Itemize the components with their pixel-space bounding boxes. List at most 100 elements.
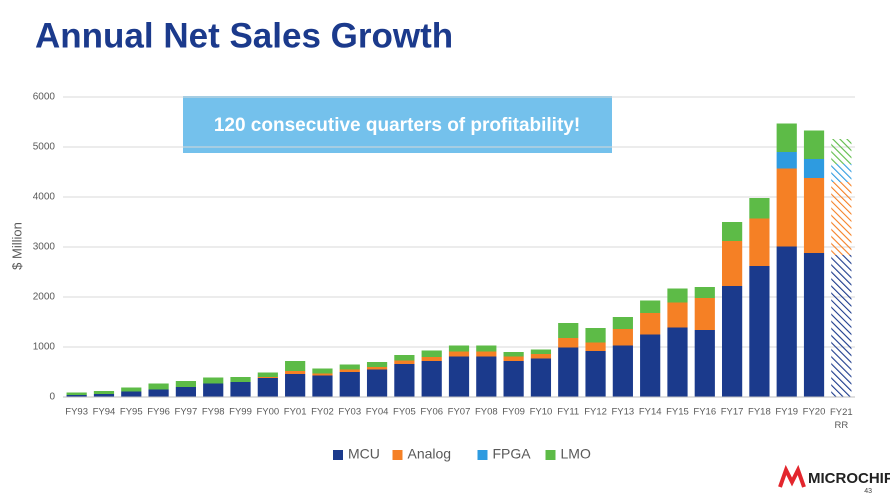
bar-segment: [776, 123, 797, 152]
annotation-box: [183, 96, 612, 153]
x-tick-label: FY21 RR: [830, 407, 853, 431]
x-tick-label: FY03: [338, 407, 361, 418]
y-tick-label: 1000: [33, 342, 56, 353]
bar-segment: [175, 381, 197, 387]
bar-segment: [421, 361, 442, 397]
bar-segment: [530, 354, 552, 359]
bar-segment: [803, 178, 825, 253]
bar-segment: [366, 367, 388, 370]
bar-segment: [121, 387, 142, 392]
x-tick-label: FY15: [666, 407, 689, 418]
bar-segment: [448, 351, 470, 357]
bar-segment: [394, 360, 415, 364]
bar-segment: [394, 364, 415, 397]
bar-segment: [803, 253, 825, 397]
x-tick-label: FY02: [311, 407, 334, 418]
bar-segment: [121, 391, 142, 397]
bar-segment: [93, 394, 115, 397]
bar-segment: [66, 395, 87, 397]
bar-segment: [776, 168, 797, 247]
bar-segment: [476, 345, 497, 352]
legend-swatch: [477, 450, 488, 460]
x-tick-label: FY93: [65, 407, 88, 418]
bar-segment: [585, 342, 606, 351]
bar-segment: [530, 349, 552, 354]
x-tick-label: FY08: [475, 407, 498, 418]
bar-segment: [640, 300, 661, 313]
bar-segment: [721, 222, 743, 241]
bar-segment: [285, 371, 306, 374]
x-tick-label: FY09: [502, 407, 525, 418]
x-tick-label: FY04: [366, 407, 389, 418]
y-tick-label: 6000: [33, 92, 56, 103]
bar-segment: [667, 302, 688, 328]
y-tick-label: 3000: [33, 242, 56, 253]
bar-segment: [230, 382, 251, 397]
bar-segment: [831, 139, 852, 164]
bar-segment: [558, 338, 579, 348]
x-tick-label: FY19: [775, 407, 798, 418]
x-tick-label: FY20: [803, 407, 826, 418]
bar-segment: [558, 323, 579, 338]
bar-segment: [694, 287, 715, 298]
bar-segment: [694, 298, 715, 330]
x-tick-label: FY11: [557, 407, 579, 418]
bar-segment: [285, 374, 306, 397]
legend-swatch: [333, 450, 343, 460]
legend-swatch: [545, 450, 556, 460]
bar-segment: [721, 286, 743, 397]
bar-segment: [749, 218, 770, 266]
legend-label: LMO: [561, 446, 591, 462]
bar-segment: [831, 164, 852, 182]
bar-segment: [803, 130, 825, 159]
bar-segment: [803, 159, 825, 178]
bar-segment: [476, 356, 497, 397]
bar-segment: [694, 330, 715, 397]
bar-segment: [749, 266, 770, 397]
bar-segment: [448, 345, 470, 352]
y-tick-label: 0: [49, 392, 55, 403]
legend-swatch: [392, 450, 403, 460]
bar-segment: [230, 377, 251, 382]
bar-segment: [530, 358, 552, 397]
bar-segment: [612, 317, 633, 329]
bar-segment: [776, 246, 797, 397]
bar-segment: [448, 356, 470, 397]
bar-segment: [503, 356, 524, 361]
bar-segment: [148, 383, 169, 390]
logo: MICROCHIP: [808, 470, 890, 487]
x-tick-label: FY10: [530, 407, 553, 418]
legend-label: FPGA: [493, 446, 532, 462]
bar-segment: [776, 152, 797, 169]
bar-segment: [312, 375, 333, 397]
bar-segment: [421, 350, 442, 357]
bar-segment: [203, 383, 224, 397]
x-tick-label: FY98: [202, 407, 225, 418]
bar-segment: [285, 361, 306, 371]
bar-segment: [640, 313, 661, 335]
bar-segment: [148, 389, 169, 397]
bar-segment: [394, 355, 415, 361]
x-tick-label: FY06: [420, 407, 443, 418]
legend-label: Analog: [408, 446, 452, 462]
bar-segment: [612, 345, 633, 397]
bar-segment: [667, 327, 688, 397]
bar-segment: [831, 255, 852, 397]
bar-segment: [339, 372, 360, 397]
page-number: 43: [864, 488, 872, 495]
bar-segment: [612, 329, 633, 346]
bar-segment: [366, 369, 388, 397]
bar-segment: [558, 347, 579, 397]
bar-segment: [203, 377, 224, 384]
bar-segment: [366, 362, 388, 367]
bar-segment: [257, 378, 278, 397]
chart-title: Annual Net Sales Growth: [35, 16, 453, 55]
y-axis-label: $ Million: [9, 222, 24, 270]
bar-segment: [339, 369, 360, 372]
bar-segment: [312, 373, 333, 376]
x-tick-label: FY13: [612, 407, 635, 418]
bar-segment: [721, 241, 743, 286]
x-tick-label: FY95: [120, 407, 143, 418]
x-tick-label: FY16: [693, 407, 716, 418]
